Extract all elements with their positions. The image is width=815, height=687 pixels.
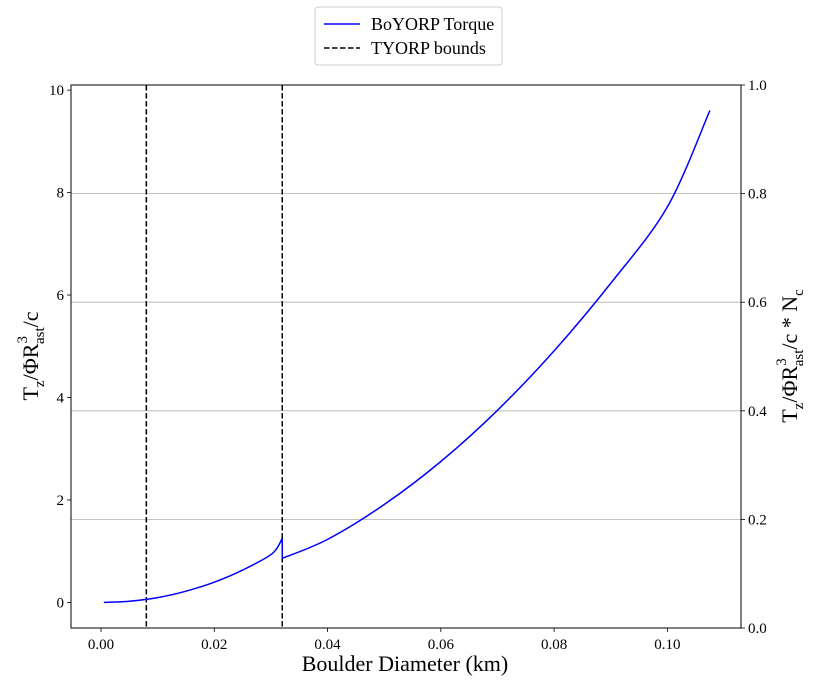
y-right-label-sub2: ast — [791, 349, 807, 366]
y-left-label-main: T — [18, 387, 43, 401]
legend-label-boyorp: BoYORP Torque — [371, 14, 494, 34]
x-tick-label: 0.04 — [314, 637, 341, 653]
grid-lines — [71, 193, 741, 520]
y-right-label-mid: /ΦR — [777, 365, 802, 402]
legend: BoYORP Torque TYORP bounds — [314, 6, 503, 66]
y-axis-right-ticks: 0.0 0.2 0.4 0.6 0.8 1.0 — [741, 78, 767, 637]
y-right-label-sub: z — [791, 402, 807, 409]
series-layer — [103, 110, 711, 604]
y-left-tick-label: 6 — [57, 288, 65, 304]
tyorp-bounds-lines — [145, 85, 284, 628]
y-left-label-sub2: ast — [32, 327, 48, 344]
y-left-tick-label: 8 — [57, 186, 65, 202]
boyorp-torque-line — [103, 537, 283, 604]
y-left-label-end: /c — [18, 311, 43, 327]
svg-text:Tz/ΦR3ast/c: Tz/ΦR3ast/c — [15, 311, 48, 400]
y-right-tick-label: 0.2 — [748, 512, 767, 528]
svg-text:Tz/ΦR3ast/c * Nc: Tz/ΦR3ast/c * Nc — [774, 289, 807, 423]
plot-frame — [70, 84, 742, 629]
x-tick-label: 0.10 — [654, 637, 680, 653]
y-left-tick-label: 4 — [57, 390, 65, 406]
y-axis-left-label: Tz/ΦR3ast/c — [15, 311, 48, 400]
y-right-tick-label: 1.0 — [748, 78, 767, 94]
y-left-label-sup: 3 — [15, 336, 31, 344]
y-left-label-mid: /ΦR — [18, 343, 43, 380]
y-left-label-sub: z — [32, 380, 48, 387]
boyorp-torque-line — [281, 110, 711, 560]
y-right-label-end: /c * N — [777, 296, 802, 350]
x-axis-ticks: 0.00 0.02 0.04 0.06 0.08 0.10 — [88, 628, 680, 653]
y-axis-left-ticks: 0 2 4 6 8 10 — [49, 83, 71, 611]
y-right-label-main: T — [777, 409, 802, 423]
x-tick-label: 0.02 — [201, 637, 227, 653]
y-right-label-sub3: c — [791, 289, 807, 296]
y-left-tick-label: 10 — [49, 83, 64, 99]
x-tick-label: 0.08 — [541, 637, 567, 653]
x-axis-label: Boulder Diameter (km) — [302, 651, 509, 676]
y-left-tick-label: 2 — [57, 493, 65, 509]
y-right-tick-label: 0.8 — [748, 187, 767, 203]
legend-label-tyorp: TYORP bounds — [371, 38, 486, 58]
y-right-tick-label: 0.0 — [748, 621, 767, 637]
y-right-label-sup: 3 — [774, 358, 790, 366]
x-tick-label: 0.00 — [88, 637, 114, 653]
y-axis-right-label: Tz/ΦR3ast/c * Nc — [774, 289, 807, 423]
y-right-tick-label: 0.4 — [748, 404, 767, 420]
legend-box — [314, 6, 503, 66]
x-tick-label: 0.06 — [428, 637, 455, 653]
y-right-tick-label: 0.6 — [748, 295, 767, 311]
y-left-tick-label: 0 — [57, 595, 65, 611]
